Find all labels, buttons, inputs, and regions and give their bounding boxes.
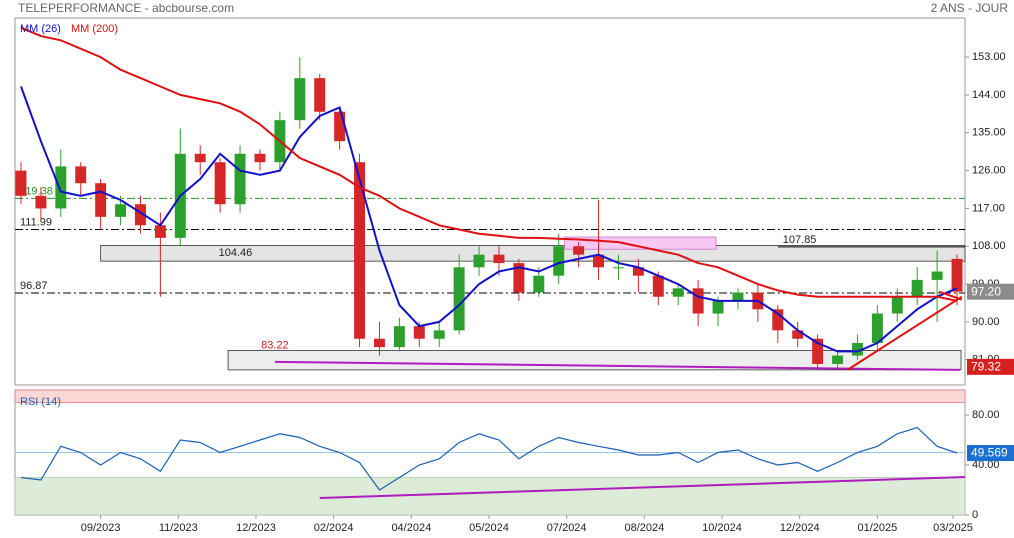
zone-label: 83.22 bbox=[261, 339, 289, 351]
candle-body bbox=[35, 195, 47, 209]
candle-body bbox=[134, 204, 146, 226]
trendline bbox=[846, 295, 963, 371]
candle-body bbox=[473, 254, 485, 268]
y-tick-label: 144.00 bbox=[972, 89, 1006, 101]
x-tick-label: 12/2023 bbox=[236, 522, 276, 534]
legend-entry: MM (200) bbox=[71, 23, 118, 35]
candle-body bbox=[851, 342, 863, 356]
candle-body bbox=[832, 355, 844, 364]
candle-body bbox=[573, 246, 585, 255]
zone-label: 104.46 bbox=[219, 247, 253, 259]
candle-body bbox=[334, 111, 346, 142]
price-badge-label: 79.32 bbox=[971, 360, 1001, 374]
price-badge bbox=[967, 358, 1014, 375]
y-tick-label: 40.00 bbox=[972, 459, 1000, 471]
x-tick-label: 03/2025 bbox=[933, 522, 973, 534]
candle-body bbox=[115, 204, 127, 217]
x-tick-label: 05/2024 bbox=[469, 522, 509, 534]
candle-body bbox=[951, 258, 963, 292]
x-tick-label: 08/2024 bbox=[624, 522, 664, 534]
candle-body bbox=[871, 313, 883, 343]
price-zone bbox=[227, 350, 962, 371]
candle-body bbox=[234, 153, 246, 205]
price-zone bbox=[100, 245, 966, 262]
candle-body bbox=[194, 153, 206, 163]
candle-body bbox=[453, 267, 465, 331]
candle-body bbox=[373, 338, 385, 348]
price-badge-label: 97.20 bbox=[971, 284, 1001, 298]
level-label: 119.38 bbox=[20, 185, 53, 197]
price-badge bbox=[967, 445, 1014, 462]
legend-entry: RSI (14) bbox=[20, 396, 61, 408]
candle-body bbox=[154, 225, 166, 238]
candle-body bbox=[493, 254, 505, 264]
candle-body bbox=[812, 338, 824, 364]
level-label: 107.85 bbox=[783, 234, 817, 246]
x-tick-label: 11/2023 bbox=[159, 522, 198, 534]
chart-title: TELEPERFORMANCE - abcbourse.com bbox=[18, 1, 234, 15]
x-tick-label: 09/2023 bbox=[81, 522, 121, 534]
trendline bbox=[319, 476, 966, 499]
chart-subtitle: 2 ANS - JOUR bbox=[931, 1, 1009, 15]
candle-body bbox=[393, 326, 405, 348]
candle-body bbox=[55, 166, 67, 209]
candle-body bbox=[433, 330, 445, 339]
candle-body bbox=[513, 263, 525, 293]
series-line bbox=[20, 26, 958, 302]
candle-body bbox=[792, 330, 804, 339]
y-tick-label: 117.00 bbox=[972, 202, 1005, 214]
x-tick-label: 12/2024 bbox=[780, 522, 820, 534]
y-tick-label: 0 bbox=[972, 509, 978, 521]
y-tick-label: 135.00 bbox=[972, 127, 1006, 139]
x-tick-label: 01/2025 bbox=[857, 522, 897, 534]
x-tick-label: 07/2024 bbox=[547, 522, 587, 534]
trendline bbox=[938, 290, 963, 301]
price-badge bbox=[967, 283, 1014, 300]
candle-body bbox=[15, 170, 27, 196]
x-tick-label: 04/2024 bbox=[391, 522, 431, 534]
x-tick-label: 02/2024 bbox=[314, 522, 354, 534]
price-badge-label: 49.569 bbox=[971, 446, 1008, 460]
y-tick-label: 108.00 bbox=[972, 240, 1006, 252]
candle-body bbox=[652, 275, 664, 297]
candle-body bbox=[911, 279, 923, 297]
x-tick-label: 10/2024 bbox=[702, 522, 742, 534]
y-tick-label: 153.00 bbox=[972, 51, 1006, 63]
level-label: 111.99 bbox=[20, 216, 52, 228]
level-label: 96.87 bbox=[20, 280, 48, 292]
candle-body bbox=[413, 326, 425, 339]
y-tick-label: 90.00 bbox=[972, 316, 1000, 328]
candle-body bbox=[732, 292, 744, 301]
panel-frame bbox=[14, 17, 966, 386]
candle-body bbox=[254, 153, 266, 163]
candle-body bbox=[95, 183, 107, 217]
candle-body bbox=[891, 296, 903, 314]
trendline bbox=[274, 360, 960, 371]
y-tick-label: 126.00 bbox=[972, 165, 1006, 177]
candle-body bbox=[314, 78, 326, 112]
legend-entry: MM (26) bbox=[20, 23, 61, 35]
series-line bbox=[20, 426, 958, 491]
candle-body bbox=[772, 309, 784, 331]
candle-body bbox=[533, 275, 545, 293]
rsi-zone bbox=[14, 389, 966, 403]
candle-body bbox=[672, 288, 684, 297]
y-tick-label: 80.00 bbox=[972, 409, 1000, 421]
series-line bbox=[20, 86, 958, 353]
candle-body bbox=[214, 162, 226, 205]
rsi-zone bbox=[14, 477, 966, 516]
candle-body bbox=[553, 246, 565, 276]
candle-body bbox=[75, 166, 87, 184]
candle-body bbox=[612, 267, 624, 269]
candle-body bbox=[354, 162, 366, 339]
candle-body bbox=[632, 267, 644, 276]
candle-body bbox=[931, 271, 943, 280]
candle-body bbox=[593, 254, 605, 268]
candle-body bbox=[692, 288, 704, 314]
candle-body bbox=[712, 300, 724, 314]
candle-body bbox=[294, 78, 306, 121]
